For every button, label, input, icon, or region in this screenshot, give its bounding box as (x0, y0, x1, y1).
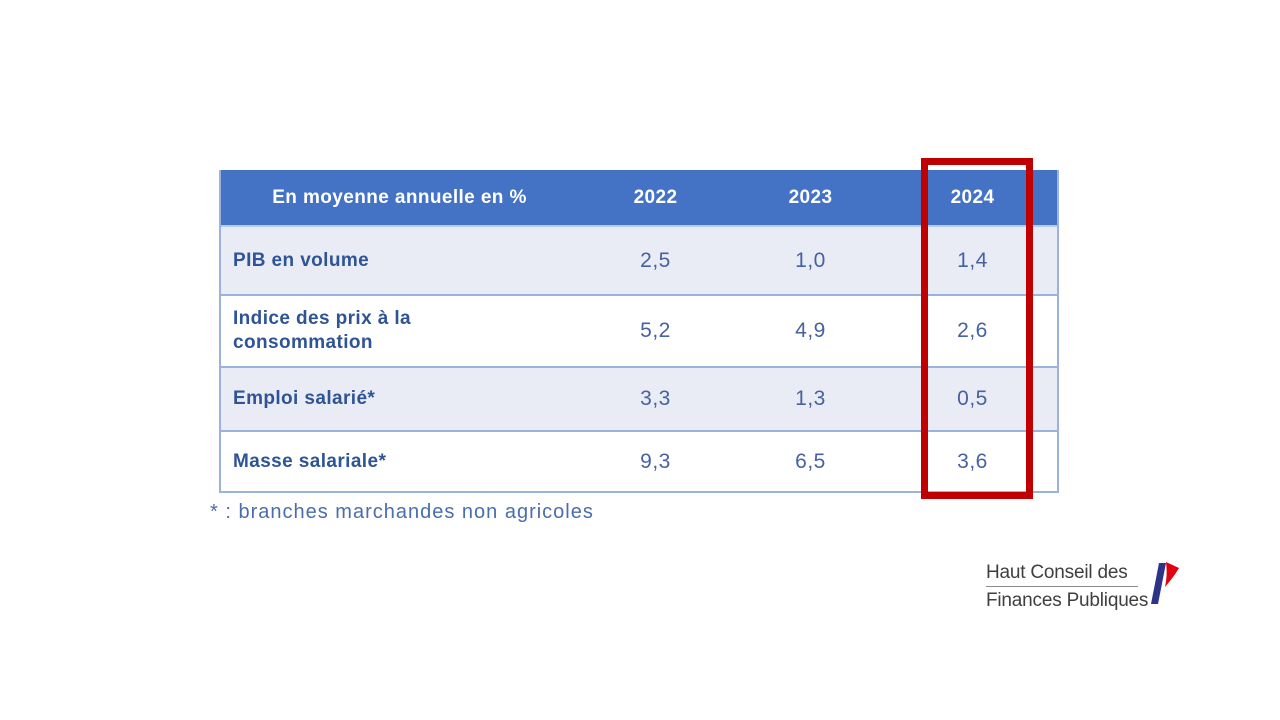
highlight-box-2024 (921, 158, 1033, 499)
row-label-text: PIB en volume (233, 249, 370, 271)
row-label: Indice des prix à la consommation (221, 296, 578, 366)
hcfp-logo: Haut Conseil des Finances Publiques (986, 560, 1181, 613)
french-flag-icon (1151, 562, 1179, 604)
row-label: Emploi salarié* (221, 368, 578, 430)
table-cell: 1,3 (795, 387, 826, 410)
table-header-year-2023: 2023 (788, 186, 833, 208)
table-header-label: En moyenne annuelle en % (272, 186, 527, 208)
hcfp-logo-text: Haut Conseil des Finances Publiques (986, 560, 1149, 613)
table-row-masse: Masse salariale* 9,3 6,5 3,6 (221, 432, 1057, 493)
row-label: Masse salariale* (221, 432, 578, 491)
table-row-prix: Indice des prix à la consommation 5,2 4,… (221, 296, 1057, 368)
table-cell: 1,0 (795, 248, 826, 272)
table-row-emploi: Emploi salarié* 3,3 1,3 0,5 (221, 368, 1057, 432)
row-label: PIB en volume (221, 227, 578, 294)
table-header-year-2022: 2022 (633, 186, 678, 208)
footnote: * : branches marchandes non agricoles (210, 501, 594, 523)
macro-forecast-table: En moyenne annuelle en % 2022 2023 2024 … (219, 170, 1059, 493)
table-header-year-2024: 2024 (950, 186, 995, 208)
table-cell: 3,3 (640, 387, 671, 410)
table-cell: 2,6 (957, 319, 988, 342)
row-label-text: Masse salariale* (233, 450, 387, 472)
row-label-text: Indice des prix à la consommation (233, 308, 412, 353)
row-label-text: Emploi salarié* (233, 388, 376, 410)
hcfp-logo-divider (986, 586, 1138, 587)
table-cell: 3,6 (957, 449, 988, 473)
table-cell: 0,5 (957, 387, 988, 410)
table-cell: 4,9 (795, 319, 826, 342)
hcfp-logo-line2: Finances Publiques (986, 590, 1149, 611)
hcfp-logo-line1: Haut Conseil des (986, 562, 1128, 583)
table-cell: 2,5 (640, 248, 671, 272)
table-cell: 1,4 (957, 248, 988, 272)
table-header-row: En moyenne annuelle en % 2022 2023 2024 (221, 170, 1057, 227)
table-cell: 6,5 (795, 449, 826, 473)
table-cell: 9,3 (640, 449, 671, 473)
table-cell: 5,2 (640, 319, 671, 342)
table-row-pib: PIB en volume 2,5 1,0 1,4 (221, 227, 1057, 296)
